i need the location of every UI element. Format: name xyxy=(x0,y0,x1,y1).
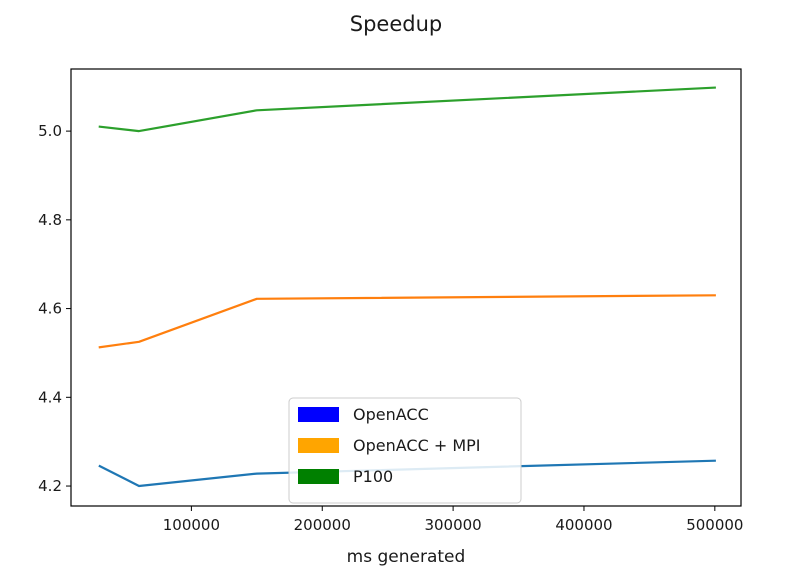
legend: OpenACC OpenACC + MPI P100 xyxy=(288,397,522,504)
x-tick-label: 100000 xyxy=(163,516,220,534)
x-tick-label: 400000 xyxy=(555,516,612,534)
legend-swatch-openacc-mpi xyxy=(298,438,339,453)
legend-label-openacc: OpenACC xyxy=(353,405,429,424)
series-line-openacc-mpi xyxy=(98,294,716,349)
legend-label-openacc-mpi: OpenACC + MPI xyxy=(353,436,481,455)
legend-swatch-openacc xyxy=(298,407,339,422)
legend-swatch-p100 xyxy=(298,469,339,484)
x-axis-label: ms generated xyxy=(347,547,466,567)
legend-box xyxy=(288,397,522,504)
y-axis: 4.2 4.4 4.6 4.8 5.0 xyxy=(38,122,71,495)
y-tick-label: 4.4 xyxy=(38,388,62,406)
y-tick-label: 4.6 xyxy=(38,300,62,318)
series-line-p100 xyxy=(98,86,716,133)
chart-title: Speedup xyxy=(350,12,442,36)
y-tick-label: 4.2 xyxy=(38,477,62,495)
x-tick-label: 500000 xyxy=(686,516,743,534)
plot-area-frame xyxy=(70,68,742,507)
legend-label-p100: P100 xyxy=(353,467,393,486)
y-tick-label: 4.8 xyxy=(38,211,62,229)
x-tick-label: 200000 xyxy=(294,516,351,534)
x-axis: 100000 200000 300000 400000 500000 xyxy=(163,506,743,534)
x-tick-label: 300000 xyxy=(424,516,481,534)
y-tick-label: 5.0 xyxy=(38,122,62,140)
